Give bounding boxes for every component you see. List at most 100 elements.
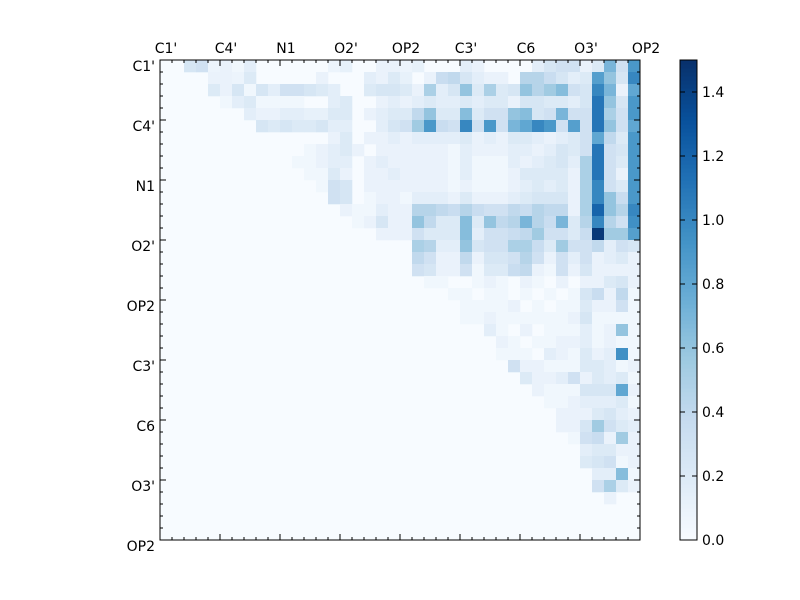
heatmap-cell [580,204,593,217]
heatmap-cell [568,288,581,301]
colorbar: 0.0 0.2 0.4 0.6 0.8 1.0 1.2 1.4 [679,59,724,549]
heatmap-cell [604,396,617,409]
heatmap-cell [472,228,485,241]
heatmap-cell [616,324,629,337]
colorbar-segment [680,192,697,197]
heatmap-cell [448,120,461,133]
heatmap-cell [448,204,461,217]
colorbar-tick-label: 1.2 [702,149,724,165]
heatmap-cell [508,192,521,205]
heatmap-cell [580,228,593,241]
heatmap-cell [592,360,605,373]
colorbar-segment [680,152,697,157]
heatmap-cell [616,384,629,397]
heatmap-cell [580,396,593,409]
heatmap-cell [448,240,461,253]
heatmap-cell [616,108,629,121]
heatmap-cell [580,312,593,325]
heatmap-cell [628,216,641,229]
heatmap-cell [616,360,629,373]
heatmap-cell [556,420,569,433]
heatmap-cell [316,144,329,157]
heatmap-cell [616,480,629,493]
heatmap-cell [496,228,509,241]
heatmap-cell [412,264,425,277]
heatmap-cell [520,312,533,325]
heatmap-cell [328,132,341,145]
x-tick-label: C3' [455,41,478,57]
heatmap-cell [592,72,605,85]
heatmap-cell [604,60,617,73]
heatmap-cell [244,72,257,85]
heatmap-cell [616,204,629,217]
heatmap-cell [388,216,401,229]
heatmap-cell [400,192,413,205]
heatmap-cell [400,216,413,229]
heatmap-cell [400,84,413,97]
colorbar-segment [680,252,697,257]
heatmap-cell [388,72,401,85]
heatmap-cell [328,192,341,205]
heatmap-cell [544,348,557,361]
heatmap-cell [364,216,377,229]
heatmap-cell [472,72,485,85]
colorbar-segment [680,176,697,181]
heatmap-cell [244,108,257,121]
heatmap-cell [232,96,245,109]
heatmap-cell [580,156,593,169]
heatmap-cell [556,384,569,397]
heatmap-cell [496,180,509,193]
colorbar-segment [680,444,697,449]
heatmap-cell [580,336,593,349]
heatmap-cell [532,168,545,181]
heatmap-cell [376,168,389,181]
heatmap-cell [508,312,521,325]
heatmap-cell [556,84,569,97]
heatmap-cell [616,228,629,241]
heatmap-cell [388,96,401,109]
heatmap-cell [424,84,437,97]
heatmap-cell [340,120,353,133]
heatmap-cell [604,156,617,169]
heatmap-cell [604,72,617,85]
heatmap-cell [580,444,593,457]
heatmap-cell [424,96,437,109]
heatmap-cell [580,108,593,121]
heatmap-cell [316,168,329,181]
heatmap-cell [520,264,533,277]
heatmap-cell [460,168,473,181]
heatmap-cell [436,156,449,169]
heatmap-cell [412,228,425,241]
heatmap-cell [532,312,545,325]
heatmap-cell [544,96,557,109]
heatmap-cell [388,60,401,73]
heatmap-cell [256,96,269,109]
heatmap-cell [544,264,557,277]
heatmap-cell [436,132,449,145]
heatmap-cell [436,108,449,121]
heatmap-cell [268,96,281,109]
y-tick-label: N1 [136,179,155,195]
heatmap-cell [616,144,629,157]
heatmap-cell [628,252,641,265]
heatmap-cell [592,240,605,253]
heatmap-cell [520,240,533,253]
heatmap-cell [604,444,617,457]
heatmap-cell [316,120,329,133]
heatmap-cell [592,156,605,169]
heatmap-cell [556,336,569,349]
heatmap-cell [616,180,629,193]
heatmap-cell [424,252,437,265]
heatmap-cell [340,96,353,109]
colorbar-segment [680,404,697,409]
heatmap-cell [556,168,569,181]
heatmap-cell [412,216,425,229]
heatmap-cell [484,96,497,109]
heatmap-cell [328,108,341,121]
heatmap-cell [508,228,521,241]
heatmap-cell [580,420,593,433]
heatmap-cell [580,324,593,337]
colorbar-segment [680,280,697,285]
heatmap-cell [580,264,593,277]
heatmap-cell [532,204,545,217]
